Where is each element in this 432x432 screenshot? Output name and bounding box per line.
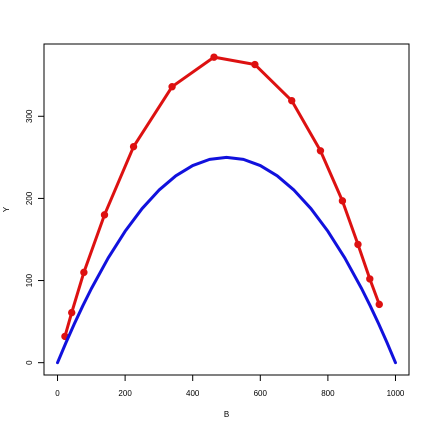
series-1-point xyxy=(100,211,109,219)
series-1-point xyxy=(288,96,296,105)
series-1-point xyxy=(210,53,218,61)
series-1-point xyxy=(168,83,176,91)
y-tick-label: 200 xyxy=(25,191,34,205)
series-1-point xyxy=(366,275,374,283)
series-1-point xyxy=(354,240,362,249)
x-tick-label: 600 xyxy=(254,389,268,398)
y-tick-label: 0 xyxy=(25,360,34,365)
series-1-point xyxy=(68,308,76,317)
series-1-point xyxy=(80,268,88,277)
series-1-point xyxy=(375,300,383,309)
x-tick-label: 400 xyxy=(186,389,200,398)
series-1-point xyxy=(129,142,138,151)
x-tick-label: 200 xyxy=(118,389,132,398)
y-tick-label: 300 xyxy=(25,109,34,123)
series-2-line xyxy=(56,155,397,365)
series-1-point xyxy=(251,60,259,69)
series-1-point xyxy=(316,147,325,155)
x-tick-label: 0 xyxy=(55,389,60,398)
series-layer xyxy=(56,53,397,365)
series-1-line xyxy=(63,55,381,338)
x-tick-label: 1000 xyxy=(387,389,405,398)
x-axis-title: B xyxy=(224,410,229,419)
y-axis: 0 100 200 300 xyxy=(25,109,45,365)
plot-frame xyxy=(43,43,410,376)
y-tick-label: 100 xyxy=(25,273,34,287)
x-axis: 0 200 400 600 800 1000 xyxy=(55,374,405,398)
series-1-point xyxy=(338,197,347,205)
y-axis-title: Y xyxy=(2,206,11,212)
x-tick-label: 800 xyxy=(321,389,335,398)
